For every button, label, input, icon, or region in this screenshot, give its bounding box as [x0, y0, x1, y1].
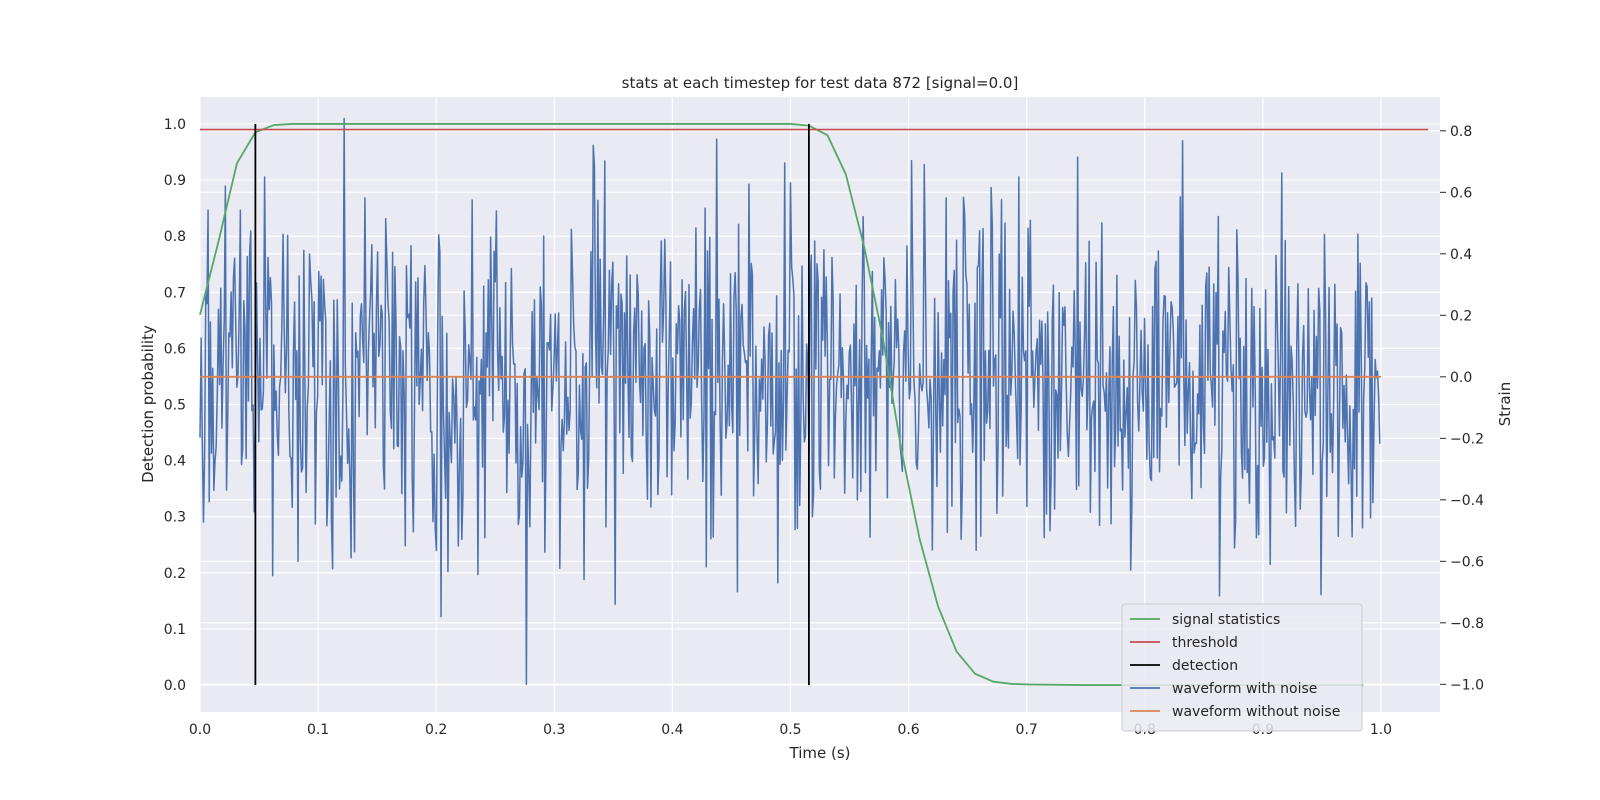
y-tick-label-right: −0.8 [1450, 616, 1484, 632]
y-tick-label-left: 0.6 [164, 341, 186, 357]
y-tick-label-left: 1.0 [164, 117, 186, 133]
x-tick-label: 0.4 [661, 722, 683, 738]
y-tick-label-right: −0.4 [1450, 493, 1484, 509]
y-tick-label-right: 0.4 [1450, 247, 1472, 263]
y-tick-label-left: 0.9 [164, 173, 186, 189]
y-tick-label-right: 0.6 [1450, 185, 1472, 201]
legend-box [1121, 603, 1363, 732]
y-tick-label-right: −0.2 [1450, 431, 1484, 447]
chart-title: stats at each timestep for test data 872… [622, 74, 1019, 92]
y-tick-label-left: 0.2 [164, 566, 186, 582]
y-tick-label-right: 0.8 [1450, 124, 1472, 140]
legend-label: threshold [1172, 635, 1238, 651]
y-tick-label-left: 0.1 [164, 622, 186, 638]
legend-label: signal statistics [1172, 612, 1280, 628]
axes: 0.0 0.1 0.2 0.3 0.4 0.5 0.6 0.7 0.8 0.9 1.0 0.0 0.1 0… [164, 117, 1484, 738]
legend-label: waveform without noise [1172, 704, 1340, 720]
y-tick-label-right: 0.2 [1450, 308, 1472, 324]
y-tick-label-left: 0.3 [164, 510, 186, 526]
x-tick-label: 0.2 [425, 722, 447, 738]
x-tick-label: 0.5 [779, 722, 801, 738]
y-tick-label-left: 0.4 [164, 454, 186, 470]
x-tick-label: 1.0 [1370, 722, 1392, 738]
x-tick-label: 0.6 [897, 722, 919, 738]
x-tick-label: 0.3 [543, 722, 565, 738]
y-tick-label-left: 0.5 [164, 398, 186, 414]
series-waveform-with-noise [199, 117, 1381, 686]
y-axis-label-left: Detection probability [139, 325, 157, 483]
y-tick-label-left: 0.7 [164, 285, 186, 301]
x-tick-label: 0.0 [189, 722, 211, 738]
y-tick-label-right: −1.0 [1450, 677, 1484, 693]
legend-label: detection [1172, 658, 1238, 674]
legend: signal statistics threshold detection wavef… [1121, 603, 1363, 732]
y-tick-label-left: 0.8 [164, 229, 186, 245]
y-tick-label-right: −0.6 [1450, 554, 1484, 570]
y-tick-label-left: 0.0 [164, 678, 186, 694]
x-tick-label: 0.1 [307, 722, 329, 738]
y-axis-label-right: Strain [1496, 382, 1514, 426]
legend-label: waveform with noise [1172, 681, 1317, 697]
y-tick-label-right: 0.0 [1450, 370, 1472, 386]
x-axis-label: Time (s) [789, 744, 851, 762]
x-tick-label: 0.7 [1016, 722, 1038, 738]
